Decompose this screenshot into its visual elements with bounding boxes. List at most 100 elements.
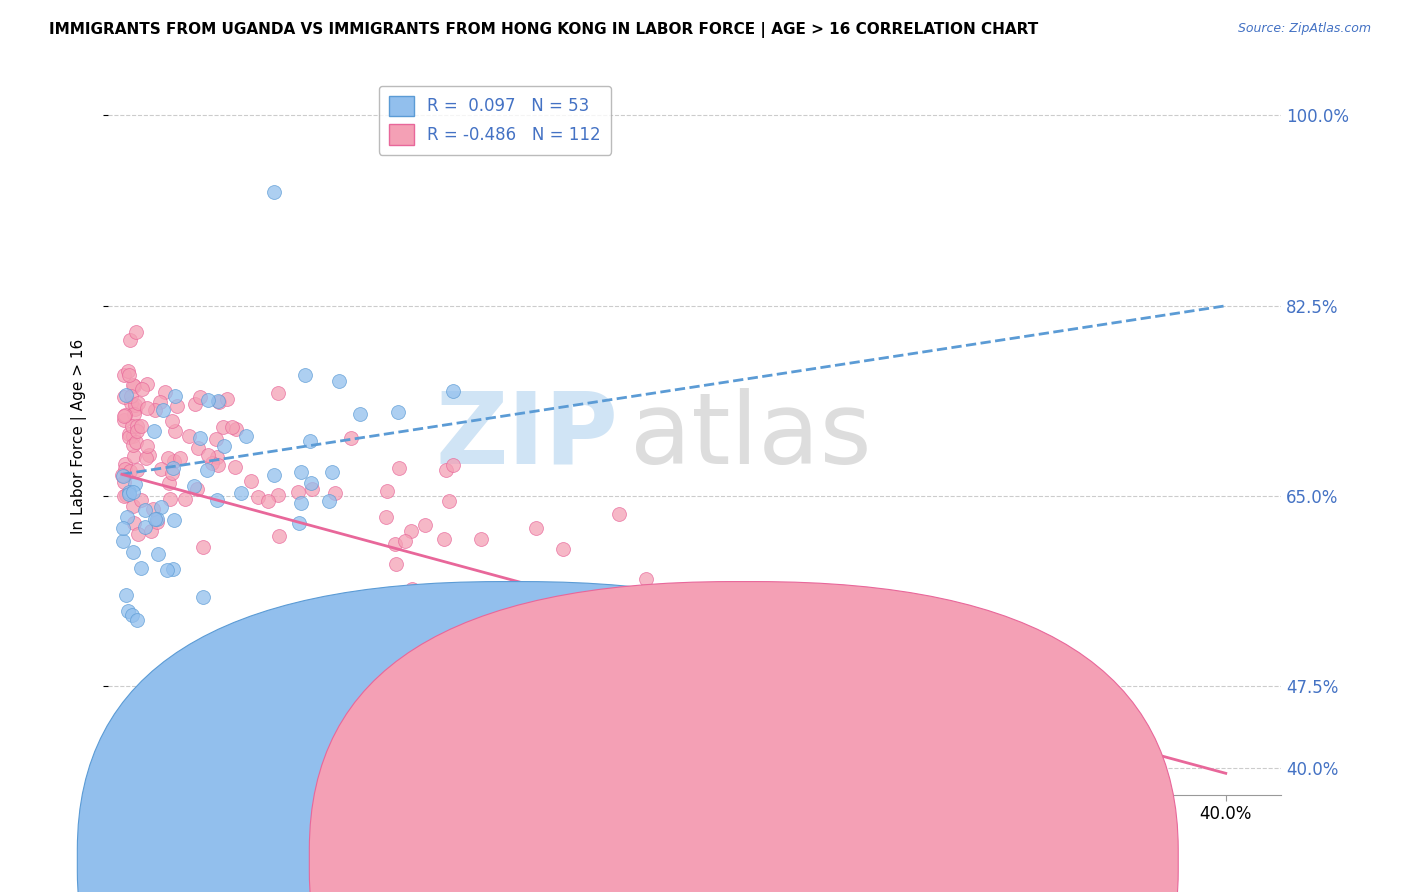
Point [160,414,183,428]
Point [247,490,270,504]
Point [201,456,224,470]
Point [339,431,361,445]
Point [553,542,575,557]
Point [129,561,152,575]
Point [121,545,143,559]
Point [267,528,290,542]
Point [159,492,181,507]
Point [157,476,180,491]
Point [437,494,460,508]
Point [288,516,311,531]
Point [118,485,141,500]
Y-axis label: In Labor Force | Age > 16: In Labor Force | Age > 16 [72,339,87,534]
Point [205,493,228,508]
Point [112,413,135,427]
Point [129,493,152,508]
Point [205,432,228,446]
Point [323,486,346,500]
Point [215,392,238,407]
Point [375,510,398,524]
Point [207,394,229,409]
Point [120,389,142,403]
Point [441,458,464,472]
Point [115,588,138,602]
Point [114,457,136,471]
Point [127,527,149,541]
Point [183,479,205,493]
Point [214,440,236,454]
Point [263,185,285,199]
Point [114,387,136,401]
Point [124,399,146,413]
Point [143,424,166,438]
Point [187,441,209,455]
Point [146,515,169,529]
Point [207,458,229,473]
Point [290,496,312,510]
Point [125,425,148,439]
Point [191,590,214,604]
Point [131,382,153,396]
Point [122,516,145,530]
Point [149,462,172,476]
Point [124,407,146,421]
Point [122,378,145,392]
Point [118,430,141,444]
Point [377,483,399,498]
Point [394,533,416,548]
Point [118,487,141,501]
Point [221,420,243,434]
Point [124,402,146,417]
Point [122,485,145,500]
Point [139,524,162,539]
Point [434,463,457,477]
Point [118,368,141,383]
Point [129,418,152,433]
Point [149,500,172,514]
Point [385,557,408,571]
Point [470,532,492,546]
Point [290,465,312,479]
Point [118,426,141,441]
Point [225,422,247,436]
Point [441,384,464,398]
Point [240,474,263,488]
Point [235,429,257,443]
Point [524,521,547,535]
Legend: R =  0.097   N = 53, R = -0.486   N = 112: R = 0.097 N = 53, R = -0.486 N = 112 [380,86,612,155]
Point [134,503,156,517]
Point [111,468,134,483]
Point [299,476,322,491]
Point [114,408,136,422]
Point [294,368,316,382]
Point [607,507,630,521]
Point [163,453,186,467]
Point [112,390,135,404]
Point [135,439,157,453]
Point [166,399,188,413]
Point [267,488,290,502]
Point [636,572,658,586]
Point [662,620,685,634]
Point [138,448,160,462]
Point [328,374,350,388]
Point [115,509,138,524]
Point [153,385,176,400]
Point [186,482,208,496]
Point [208,395,231,409]
Point [152,403,174,417]
Point [298,434,321,448]
Text: Source: ZipAtlas.com: Source: ZipAtlas.com [1237,22,1371,36]
Point [399,524,422,538]
Point [384,536,406,550]
Point [415,518,437,533]
Point [148,548,170,562]
Point [112,368,135,382]
Point [773,733,796,747]
Point [427,641,450,656]
Point [124,476,146,491]
Point [125,613,148,627]
Point [197,448,219,462]
Point [112,409,135,423]
Point [134,520,156,534]
